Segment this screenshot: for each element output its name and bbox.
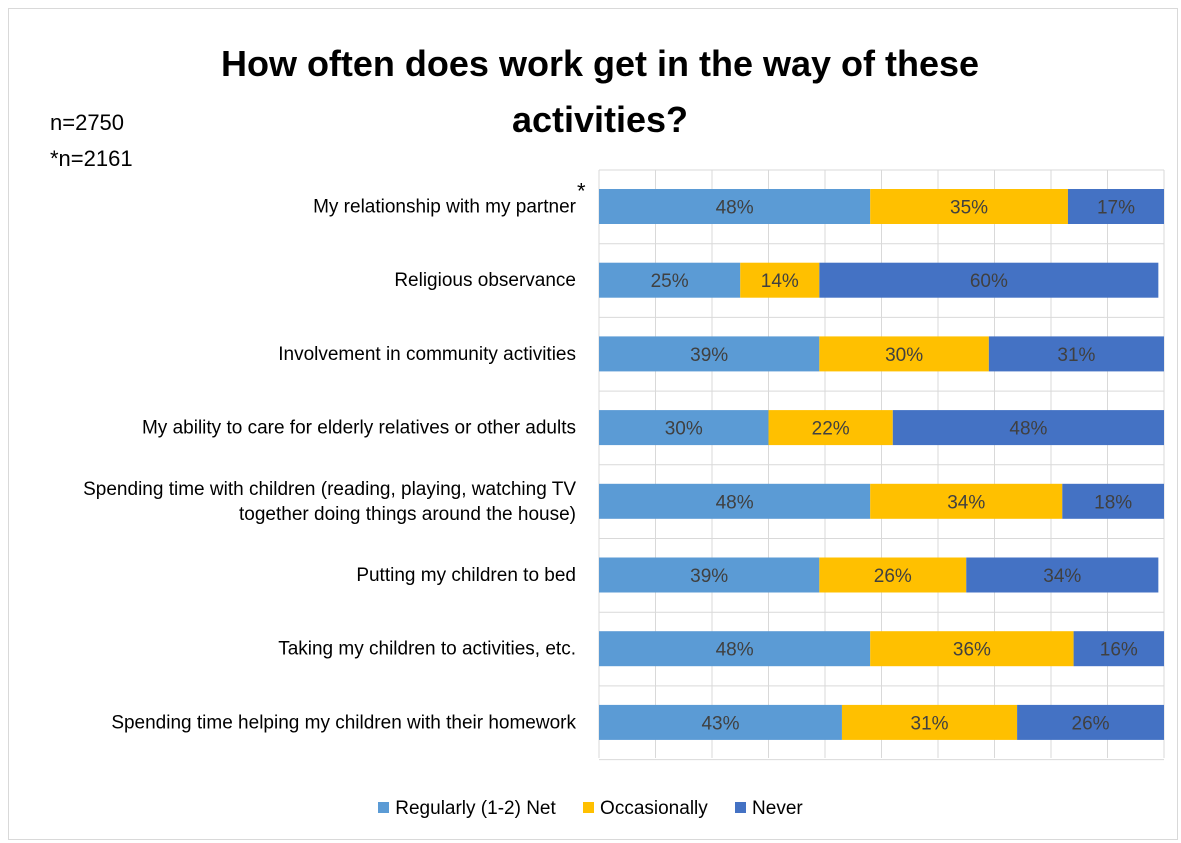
chart-title: How often does work get in the way of th… bbox=[220, 43, 980, 140]
data-label-regularly-1-2-net-0: 48% bbox=[716, 198, 754, 219]
bar-regularly-1-2-net-3 bbox=[599, 410, 769, 446]
bar-never-3 bbox=[892, 410, 1164, 446]
bar-regularly-1-2-net-6 bbox=[599, 631, 871, 667]
bar-occasionally-2 bbox=[819, 336, 989, 372]
bar-never-6 bbox=[1073, 631, 1164, 667]
legend-label-occasionally: Occasionally bbox=[600, 798, 708, 819]
bar-never-2 bbox=[988, 336, 1164, 372]
legend-item-occasionally: Occasionally bbox=[583, 798, 708, 820]
data-label-regularly-1-2-net-1: 25% bbox=[651, 271, 689, 292]
footnote-marker: * bbox=[577, 179, 586, 204]
legend-swatch-regularly bbox=[378, 802, 390, 813]
data-label-never-1: 60% bbox=[970, 271, 1008, 292]
data-label-regularly-1-2-net-3: 30% bbox=[665, 419, 703, 440]
data-label-occasionally-1: 14% bbox=[761, 271, 799, 292]
partner-sample-size-note: *n=2161 bbox=[50, 146, 133, 171]
legend-swatch-never bbox=[735, 802, 747, 813]
data-label-occasionally-2: 30% bbox=[885, 345, 923, 366]
sample-size-note: n=2750 bbox=[50, 110, 125, 135]
bar-occasionally-0 bbox=[870, 189, 1068, 224]
category-label-my-relationship-with-my-partner: My relationship with my partner bbox=[313, 197, 577, 218]
category-label-spending-time-with-children-reading-playing-watching-tv-together-doing-things-around-the-house: Spending time with children (reading, pl… bbox=[83, 479, 576, 525]
bar-regularly-1-2-net-5 bbox=[599, 557, 820, 593]
data-label-regularly-1-2-net-2: 39% bbox=[690, 345, 728, 366]
data-label-occasionally-6: 36% bbox=[953, 640, 991, 661]
data-label-never-7: 26% bbox=[1072, 713, 1110, 734]
data-label-occasionally-5: 26% bbox=[874, 566, 912, 587]
data-label-occasionally-3: 22% bbox=[812, 419, 850, 440]
bar-regularly-1-2-net-2 bbox=[599, 336, 820, 372]
category-label-my-ability-to-care-for-elderly-relatives-or-other-adults: My ability to care for elderly relatives… bbox=[142, 418, 576, 439]
category-label-involvement-in-community-activities: Involvement in community activities bbox=[278, 344, 576, 365]
data-label-regularly-1-2-net-7: 43% bbox=[701, 713, 739, 734]
data-label-never-5: 34% bbox=[1043, 566, 1081, 587]
data-label-never-4: 18% bbox=[1094, 492, 1132, 513]
data-label-regularly-1-2-net-5: 39% bbox=[690, 566, 728, 587]
bar-never-0 bbox=[1067, 189, 1164, 224]
bar-occasionally-7 bbox=[841, 704, 1018, 740]
bar-never-4 bbox=[1062, 483, 1164, 519]
bar-occasionally-5 bbox=[819, 557, 967, 593]
data-label-never-2: 31% bbox=[1057, 345, 1095, 366]
data-label-occasionally-7: 31% bbox=[911, 713, 949, 734]
bar-occasionally-6 bbox=[870, 631, 1074, 667]
data-label-never-0: 17% bbox=[1097, 198, 1135, 219]
bar-regularly-1-2-net-0 bbox=[599, 189, 871, 224]
legend-item-regularly: Regularly (1-2) Net bbox=[378, 798, 556, 820]
bar-occasionally-4 bbox=[870, 483, 1063, 519]
category-label-spending-time-helping-my-children-with-their-homework: Spending time helping my children with t… bbox=[111, 712, 576, 733]
bar-never-1 bbox=[819, 262, 1159, 298]
legend: Regularly (1-2) Net Occasionally Never bbox=[0, 798, 1181, 820]
data-label-never-3: 48% bbox=[1009, 419, 1047, 440]
legend-label-regularly: Regularly (1-2) Net bbox=[395, 798, 556, 819]
bar-occasionally-3 bbox=[768, 410, 893, 446]
data-label-regularly-1-2-net-4: 48% bbox=[716, 492, 754, 513]
legend-item-never: Never bbox=[735, 798, 803, 820]
legend-swatch-occasionally bbox=[583, 802, 595, 813]
bar-never-7 bbox=[1017, 704, 1164, 740]
bar-occasionally-1 bbox=[740, 262, 820, 298]
category-label-religious-observance: Religious observance bbox=[394, 270, 576, 291]
data-label-occasionally-4: 34% bbox=[947, 492, 985, 513]
bar-regularly-1-2-net-1 bbox=[599, 262, 741, 298]
legend-label-never: Never bbox=[752, 798, 803, 819]
category-label-putting-my-children-to-bed: Putting my children to bed bbox=[356, 565, 576, 586]
bar-regularly-1-2-net-7 bbox=[599, 704, 842, 740]
category-label-taking-my-children-to-activities-etc: Taking my children to activities, etc. bbox=[278, 639, 576, 660]
data-label-occasionally-0: 35% bbox=[950, 198, 988, 219]
data-label-regularly-1-2-net-6: 48% bbox=[716, 640, 754, 661]
bar-never-5 bbox=[966, 557, 1159, 593]
data-label-never-6: 16% bbox=[1100, 640, 1138, 661]
bar-regularly-1-2-net-4 bbox=[599, 483, 871, 519]
